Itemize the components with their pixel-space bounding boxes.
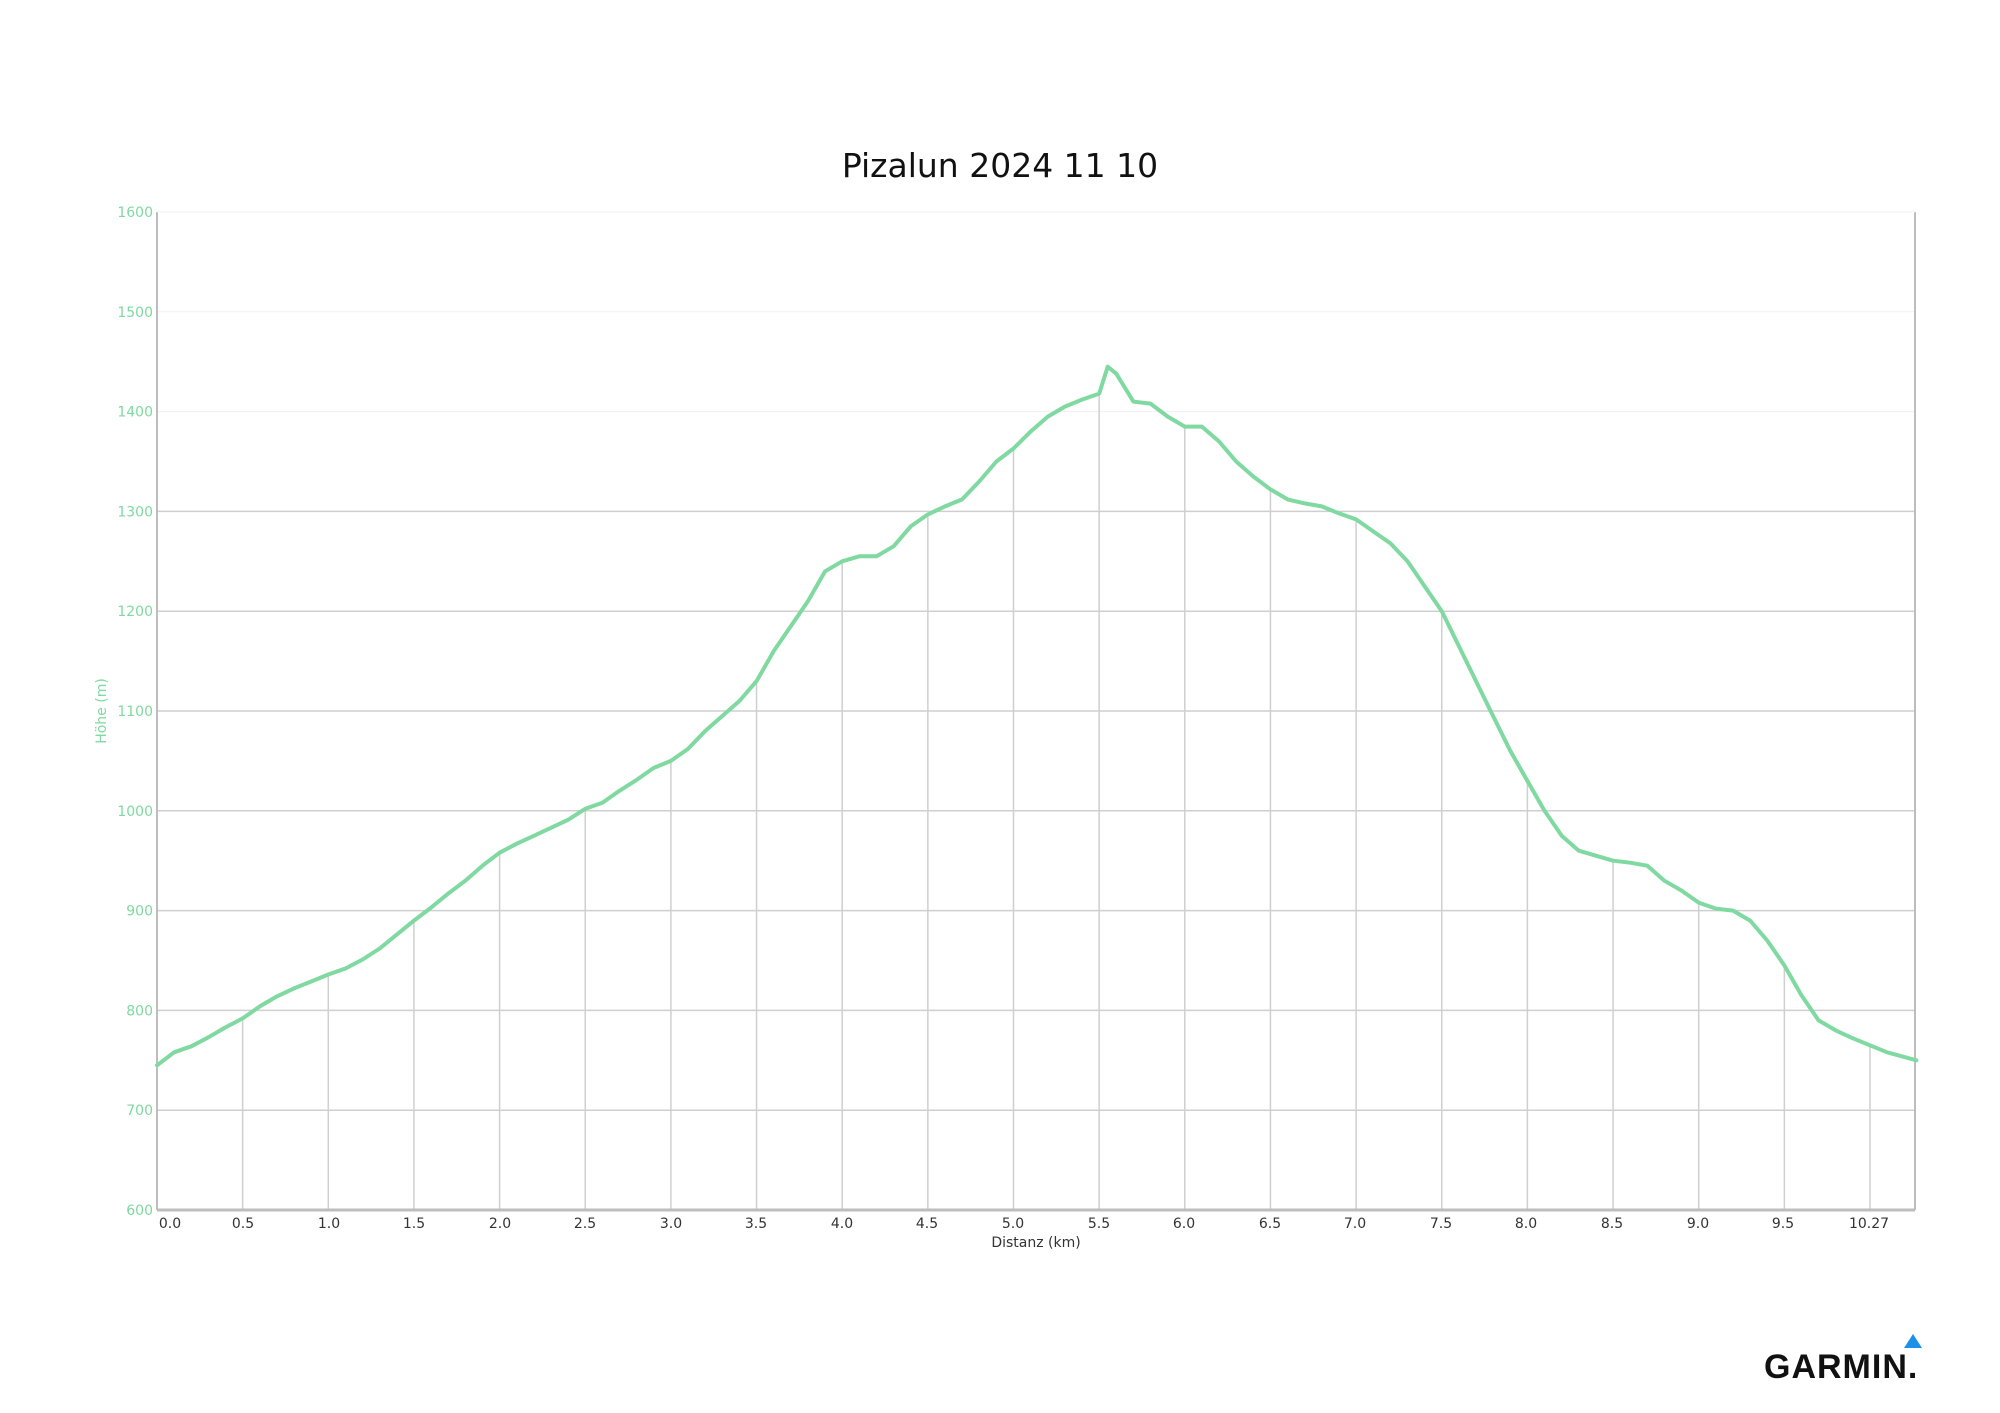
y-tick-label: 1300 [117,504,153,520]
series-layer [155,364,1919,1068]
x-tick-label: 4.0 [831,1216,853,1232]
x-tick-label: 1.0 [318,1216,340,1232]
x-tick-label: 5.0 [1002,1216,1024,1232]
x-tick-label: 10.27 [1849,1216,1889,1232]
y-axis-title: Höhe (m) [94,678,110,744]
garmin-wordmark: GARMIN. [1764,1348,1919,1386]
x-tick-label: 3.0 [660,1216,682,1232]
y-tick-label: 600 [126,1203,153,1219]
x-tick-label: 2.0 [489,1216,511,1232]
garmin-logo: GARMIN. [1764,1328,1924,1388]
elevation-line [155,364,1919,1068]
x-tick-label: 0.0 [159,1216,181,1232]
chart-title: Pizalun 2024 11 10 [841,146,1159,185]
x-tick-label: 7.5 [1430,1216,1452,1232]
x-tick-label: 5.5 [1088,1216,1110,1232]
x-tick-label: 6.5 [1259,1216,1281,1232]
x-tick-label: 9.0 [1687,1216,1709,1232]
y-tick-label: 1100 [117,704,153,720]
y-tick-label: 800 [126,1003,153,1019]
y-tick-label: 700 [126,1103,153,1119]
y-tick-label: 1500 [117,305,153,321]
axis-layer [156,211,1916,1212]
y-tick-label: 1400 [117,405,153,421]
x-tick-label: 4.5 [916,1216,938,1232]
x-tick-label: 6.0 [1173,1216,1195,1232]
x-tick-label: 3.5 [745,1216,767,1232]
x-tick-label: 1.5 [403,1216,425,1232]
y-tick-label: 1000 [117,804,153,820]
x-tick-label: 7.0 [1344,1216,1366,1232]
label-layer: 600 700 800 900 1000 1100 1200 1300 1400 1500 1600… [94,205,1889,1251]
y-tick-label: 900 [126,904,153,920]
garmin-triangle-icon [1904,1334,1922,1348]
x-axis-title: Distanz (km) [991,1235,1080,1251]
grid-layer [157,211,1915,1211]
x-tick-label: 8.5 [1601,1216,1623,1232]
x-tick-label: 8.0 [1515,1216,1537,1232]
x-tick-label: 9.5 [1772,1216,1794,1232]
x-tick-label: 2.5 [574,1216,596,1232]
y-tick-label: 1200 [117,604,153,620]
x-tick-label: 0.5 [232,1216,254,1232]
y-tick-label: 1600 [117,205,153,221]
